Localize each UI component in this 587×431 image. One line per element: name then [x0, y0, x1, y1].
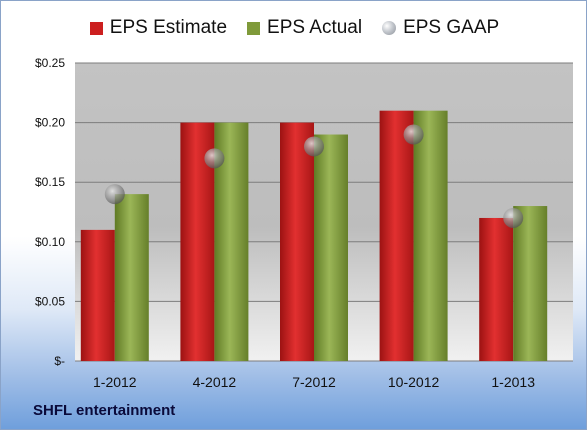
y-tick-label: $0.10 [35, 235, 65, 249]
bar-eps-estimate [280, 122, 314, 361]
y-tick-label: $0.20 [35, 116, 65, 130]
bar-eps-estimate [379, 110, 414, 362]
point-eps-gaap [104, 184, 125, 205]
legend: EPS Estimate EPS Actual EPS GAAP [1, 17, 587, 39]
legend-label-actual: EPS Actual [267, 17, 363, 38]
x-tick-label: 7-2012 [292, 374, 336, 390]
bar-eps-actual [413, 110, 448, 362]
bar-eps-actual [513, 206, 548, 361]
x-tick-label: 1-2013 [491, 374, 535, 390]
x-axis-ticks: 1-2012 4-2012 7-2012 10-2012 1-2013 [93, 374, 535, 390]
point-eps-gaap [304, 136, 324, 157]
point-eps-gaap [503, 207, 524, 228]
bar-eps-actual [314, 134, 348, 361]
legend-label-gaap: EPS GAAP [403, 17, 500, 38]
x-tick-label: 1-2012 [93, 374, 137, 390]
bars [80, 110, 548, 362]
y-tick-label: $0.25 [35, 56, 65, 70]
legend-swatch-actual [247, 21, 261, 35]
gaap-points [104, 124, 524, 228]
point-eps-gaap [204, 148, 225, 169]
legend-item-gaap: EPS GAAP [382, 17, 499, 39]
company-name: SHFL entertainment [33, 402, 176, 419]
legend-swatch-estimate [89, 21, 103, 35]
bar-eps-estimate [479, 217, 514, 361]
legend-item-estimate: EPS Estimate [89, 17, 228, 39]
legend-item-actual: EPS Actual [247, 17, 362, 39]
y-tick-label: $0.05 [35, 294, 65, 308]
y-tick-label: $- [54, 354, 65, 368]
y-axis-ticks: $- $0.05 $0.10 $0.15 $0.20 $0.25 [35, 56, 65, 368]
bar-eps-actual [114, 194, 149, 361]
x-tick-label: 4-2012 [193, 374, 237, 390]
bar-eps-estimate [80, 229, 115, 361]
legend-label-estimate: EPS Estimate [109, 17, 228, 38]
point-eps-gaap [403, 124, 424, 145]
x-tick-label: 10-2012 [388, 374, 440, 390]
y-tick-label: $0.15 [35, 175, 65, 189]
legend-swatch-gaap [382, 21, 397, 35]
